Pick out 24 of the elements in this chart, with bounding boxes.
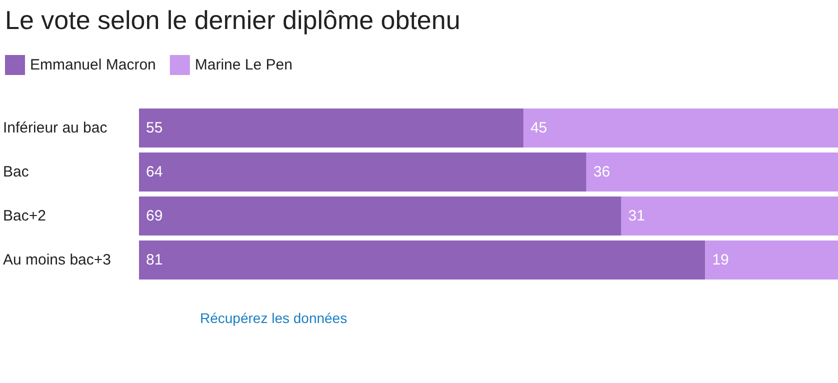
legend-label: Marine Le Pen xyxy=(194,56,292,74)
data-label: 31 xyxy=(628,208,645,224)
data-label: 69 xyxy=(146,208,163,224)
data-label: 36 xyxy=(593,164,610,180)
bar xyxy=(621,196,838,236)
bar xyxy=(139,240,706,280)
bar xyxy=(586,152,838,192)
text: Récupérez les données xyxy=(200,310,348,326)
y-tick-label: Bac+2 xyxy=(3,208,46,224)
bar xyxy=(139,196,622,236)
data-label: 81 xyxy=(146,252,163,268)
y-tick-label: Bac xyxy=(3,164,30,180)
bar xyxy=(705,240,838,280)
data-label: 19 xyxy=(712,252,729,268)
chart-title: Le vote selon le dernier diplôme obtenu xyxy=(5,5,460,35)
y-tick-label: Au moins bac+3 xyxy=(3,252,111,268)
data-label: 64 xyxy=(146,164,163,180)
data-label: 45 xyxy=(530,120,548,136)
data-label: 55 xyxy=(146,120,163,136)
y-tick-label: Inférieur au bac xyxy=(3,120,108,136)
legend-label: Emmanuel Macron xyxy=(30,56,156,74)
bar xyxy=(139,108,524,148)
bar xyxy=(523,108,838,148)
bar xyxy=(139,152,586,192)
